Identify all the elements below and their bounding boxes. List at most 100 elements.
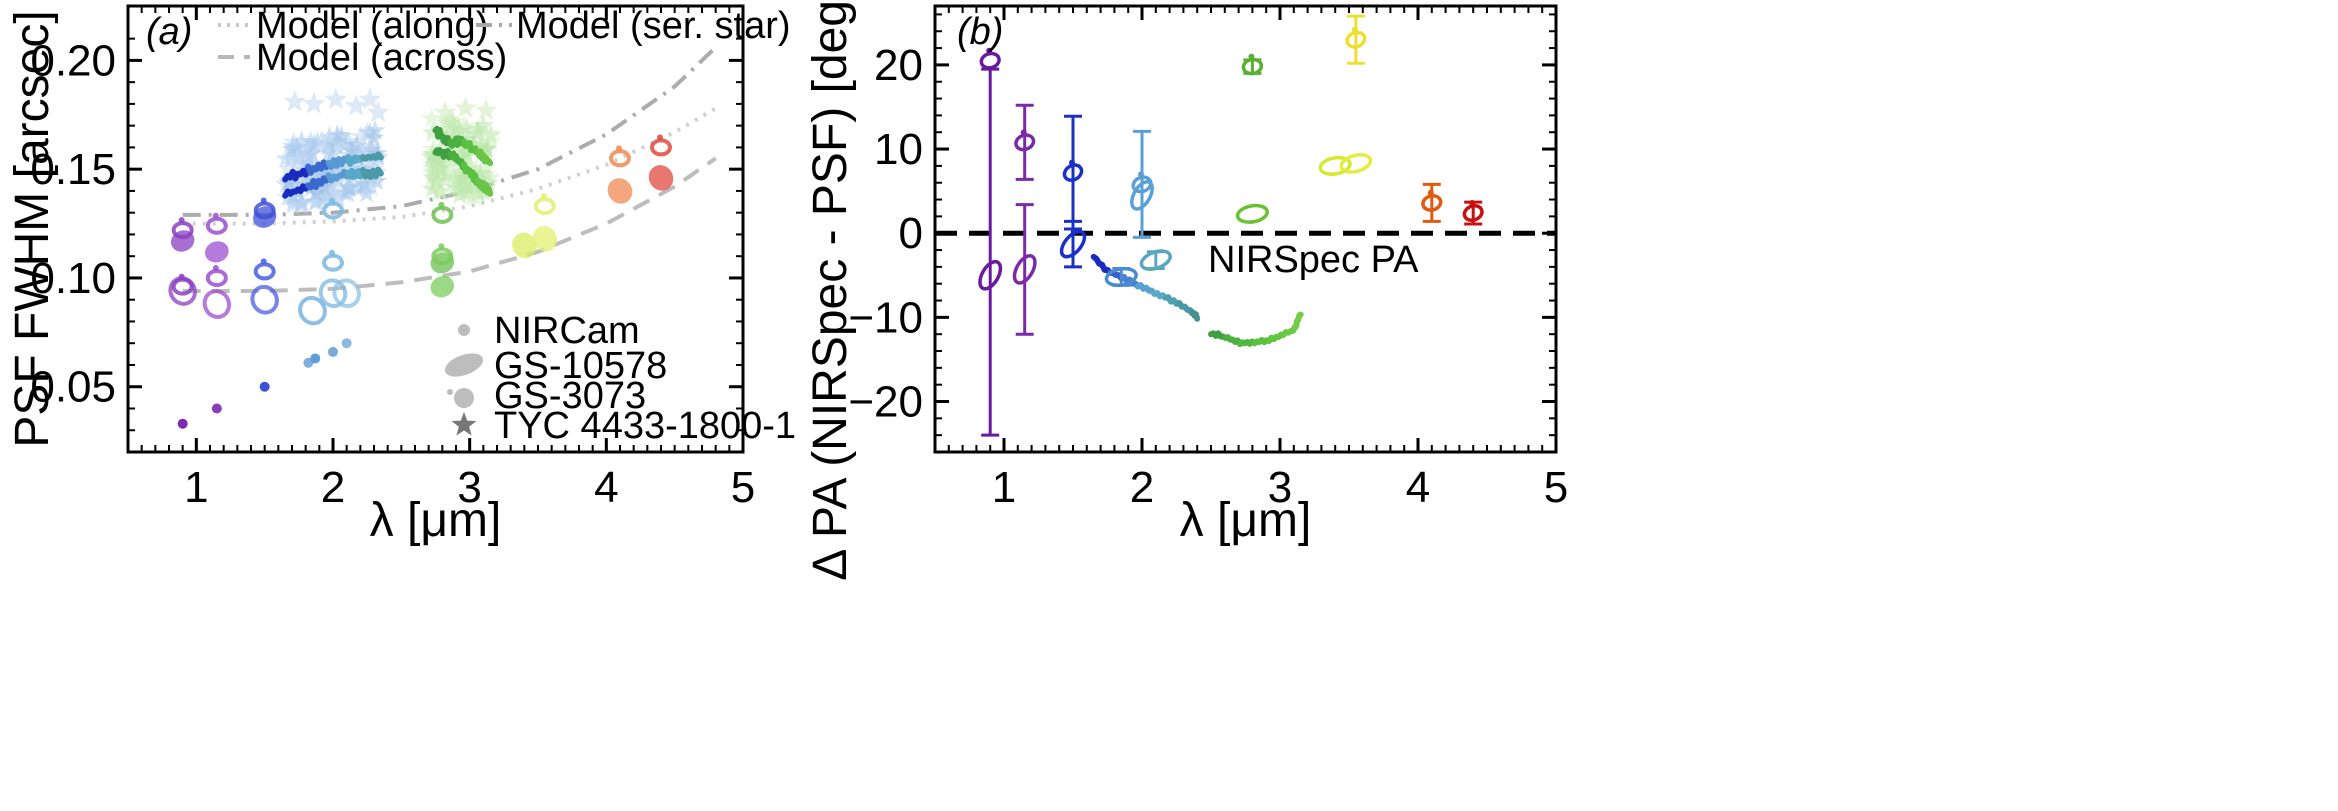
tyc-star-green (449, 120, 471, 141)
a-legend-gs3073: GS-3073 (494, 375, 646, 417)
gs3073-marker (431, 205, 454, 224)
tyc-star-blue (354, 173, 376, 193)
a-legend-gs3073-marker (447, 388, 474, 408)
tyc-star-green (466, 123, 488, 143)
tyc-star-green (422, 121, 443, 142)
b-ellipse-marker (978, 259, 1003, 291)
tyc-star-blue (287, 149, 309, 169)
b-ellipse-with-dot-marker (1345, 30, 1367, 49)
b-tyc-line-segment (1192, 311, 1201, 322)
panel-a: 1 2 3 4 5 0.05 0.10 0.15 0.20 (a) Model (along) … (6, 4, 796, 547)
tyc-star-blue (286, 136, 308, 157)
a-tyc-stars (275, 87, 502, 215)
tyc-star-green (480, 130, 502, 151)
gs3073-marker (650, 138, 672, 157)
gs3073-marker (253, 201, 276, 220)
gs10578-ellipse (648, 165, 674, 191)
tyc-star-blue (278, 171, 299, 192)
gs3073-dot (178, 217, 185, 224)
gs3073-dot (212, 264, 219, 271)
tyc-star-blue (366, 100, 390, 123)
x-tick-label: 3 (457, 463, 481, 512)
b-ellipse-with-dot-marker (1462, 203, 1484, 223)
tyc-star-blue (282, 191, 304, 212)
gs3073-dot (438, 243, 445, 250)
a-axes-frame (126, 4, 745, 454)
a-legend-across: Model (across) (256, 37, 507, 79)
gs3073-dot (616, 145, 622, 152)
tyc-star-blue (343, 144, 365, 165)
tyc-star-green (422, 166, 443, 187)
gs3073-marker (431, 247, 454, 266)
tyc-line-segment (375, 151, 384, 161)
x-tick-label: 2 (1130, 463, 1154, 512)
gs3073-dot (212, 212, 219, 219)
b-ellipse-marker (1104, 266, 1138, 288)
a-panel-label: (a) (146, 11, 192, 53)
a-tyc-lines (282, 125, 494, 199)
b-ellipse-with-dot-marker (1062, 163, 1084, 182)
b-marker-dot (1427, 189, 1434, 196)
tyc-star-green (433, 100, 457, 123)
a-ticks: 1 2 3 4 5 0.05 0.10 0.15 0.20 (30, 6, 755, 512)
b-ellipse-marker (1012, 254, 1037, 285)
b-points (978, 14, 1484, 437)
tyc-star-green (444, 177, 466, 197)
b-y-axis-label: Δ PA (NIRSpec - PSF) [degree] (804, 0, 857, 581)
tyc-star-blue (339, 176, 361, 196)
y-tick-label: −20 (848, 378, 923, 427)
gs10578-ellipse (332, 278, 361, 308)
gs3073-marker (205, 268, 228, 287)
a-legend-gs10578-marker (444, 353, 484, 377)
gs10578-ellipse (607, 178, 633, 204)
a-legend-tyc-marker (451, 412, 477, 436)
x-tick-label: 5 (1544, 463, 1568, 512)
x-tick-label: 1 (992, 463, 1016, 512)
tyc-star-blue (277, 157, 299, 178)
x-tick-label: 3 (1268, 463, 1292, 512)
legend-gs3073-dot (447, 389, 453, 395)
b-panel-label: (b) (957, 11, 1003, 53)
tyc-star-blue (350, 125, 371, 146)
tyc-star-green (458, 177, 480, 197)
model-across-curve (182, 156, 717, 293)
tyc-star-green (440, 122, 462, 143)
gs3073-dot (260, 197, 267, 204)
gs3073-dot (178, 273, 185, 280)
b-ellipse-marker (1059, 229, 1087, 259)
nircam-dot (177, 418, 188, 429)
tyc-star-blue (321, 173, 342, 194)
b-marker-dot (1138, 171, 1144, 178)
gs3073-dot (260, 258, 267, 265)
gs10578-ellipse (430, 275, 455, 298)
a-legend-nircam-marker (458, 324, 470, 336)
tyc-star-blue (359, 122, 381, 142)
tyc-star-blue (312, 189, 333, 210)
tyc-star-green (428, 157, 450, 177)
tyc-star-blue (346, 134, 368, 155)
b-ellipse-marker (1339, 152, 1373, 174)
y-tick-label: 0.05 (30, 363, 116, 412)
tyc-star-blue (322, 143, 344, 164)
tyc-star-blue (358, 87, 382, 110)
nircam-dot (328, 346, 338, 357)
tyc-star-blue (356, 182, 377, 203)
nircam-dot (341, 338, 352, 349)
gs3073-marker (205, 216, 228, 235)
gs3073-marker (171, 221, 194, 240)
tyc-star-blue (331, 125, 352, 146)
b-ellipse-marker (1235, 203, 1269, 224)
b-ellipse-with-dot-marker (979, 51, 1001, 70)
b-ellipse-with-dot-marker (1241, 57, 1264, 76)
b-marker-dot (1069, 159, 1075, 166)
b-marker-dot (1020, 129, 1027, 136)
y-tick-label: 0.10 (30, 254, 116, 303)
tyc-star-blue (302, 91, 326, 114)
y-tick-label: 0.20 (30, 36, 116, 85)
y-tick-label: 0 (899, 209, 923, 258)
a-legend-tyc: TYC 4433-1800-1 (494, 405, 796, 447)
gs3073-marker (171, 277, 194, 296)
panel-b: NIRSpec PA 1 2 3 4 5 −20 −10 0 10 20 (b) λ [μm] Δ… (804, 0, 1568, 581)
b-ellipse-with-dot-marker (1421, 194, 1443, 212)
a-gs3073-markers (171, 134, 672, 296)
